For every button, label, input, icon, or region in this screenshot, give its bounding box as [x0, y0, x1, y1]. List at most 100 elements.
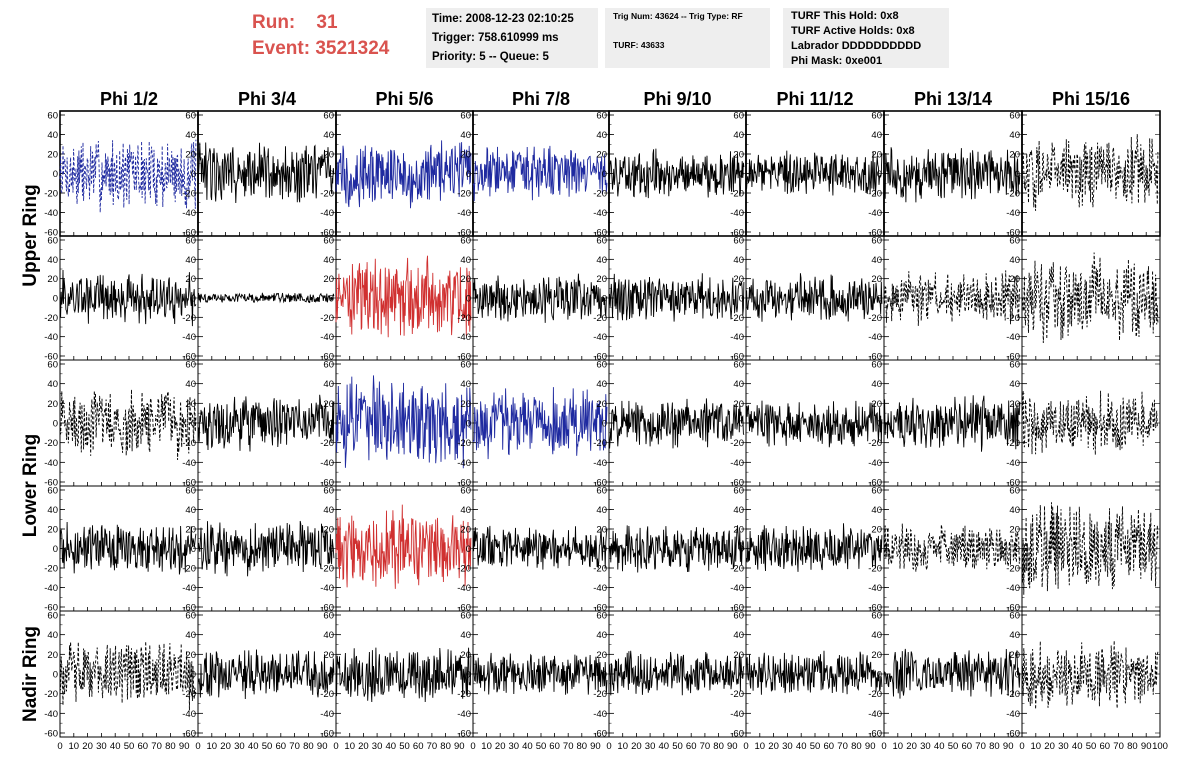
y-tick-label: 20 [596, 650, 607, 661]
x-tick-label: 50 [536, 741, 547, 752]
x-tick-label: 20 [495, 741, 506, 752]
y-tick-label: -40 [44, 583, 58, 594]
y-tick-label: -60 [1006, 729, 1020, 740]
x-tick-label: 10 [207, 741, 218, 752]
y-tick-label: -20 [182, 313, 196, 324]
x-tick-label: 0 [1019, 741, 1024, 752]
y-tick-label: 0 [602, 169, 607, 180]
y-tick-label: 20 [185, 650, 196, 661]
y-tick-label: 40 [323, 379, 334, 390]
x-tick-label: 20 [358, 741, 369, 752]
y-tick-label: -20 [457, 313, 471, 324]
waveform-panel: -60 -40 -20 0 20 40 60 [1006, 485, 1161, 614]
waveform-trace [472, 525, 608, 570]
y-tick-label: 60 [733, 360, 744, 371]
x-tick-label: 60 [138, 741, 149, 752]
y-tick-label: 20 [47, 525, 58, 536]
waveform-panel: -60 -40 -20 0 20 40 60 [182, 485, 337, 614]
waveform-trace [472, 273, 608, 323]
waveform-panel: -60 -40 -20 0 20 40 60 [868, 359, 1023, 489]
y-tick-label: 20 [323, 150, 334, 161]
column-header: Phi 13/14 [914, 89, 992, 109]
y-tick-label: -20 [44, 438, 58, 449]
y-tick-label: 60 [460, 360, 471, 371]
y-tick-label: -20 [44, 313, 58, 324]
y-tick-label: 60 [47, 486, 58, 497]
y-tick-label: -20 [593, 189, 607, 200]
waveform-panel: -60 -40 -20 0 20 40 60 [593, 610, 747, 740]
y-tick-label: 60 [460, 611, 471, 622]
waveform-panel: -60 -40 -20 0 20 40 60 [44, 110, 199, 239]
waveform-panel: -60 -40 -20 0 20 40 60 [182, 110, 337, 239]
y-tick-label: 0 [191, 169, 196, 180]
waveform-panel: -60 -40 -20 0 20 40 60 [457, 359, 610, 489]
waveform-panel: -60 -40 -20 0 20 40 60 [1006, 610, 1161, 740]
y-tick-label: -40 [593, 332, 607, 343]
y-tick-label: 0 [739, 544, 744, 555]
y-tick-label: 40 [871, 379, 882, 390]
y-tick-label: 20 [47, 150, 58, 161]
y-tick-label: -40 [44, 208, 58, 219]
waveform-panel: -60 -40 -20 0 20 40 60 [730, 485, 885, 614]
waveform-trace [883, 648, 1021, 699]
x-tick-label: 70 [151, 741, 162, 752]
y-tick-label: 20 [185, 150, 196, 161]
waveform-trace [335, 255, 472, 338]
waveform-panel: -60 -40 -20 0 20 40 60 [320, 235, 474, 363]
x-tick-label: 70 [700, 741, 711, 752]
x-tick-label: 0 [195, 741, 200, 752]
y-tick-label: 60 [596, 360, 607, 371]
x-tick-label: 40 [248, 741, 259, 752]
waveform-panel: -60 -40 -20 0 20 40 60 [457, 610, 610, 740]
y-tick-label: 60 [871, 236, 882, 247]
y-tick-label: -40 [44, 332, 58, 343]
y-tick-label: 0 [466, 419, 471, 430]
y-tick-label: -60 [1006, 478, 1020, 489]
y-tick-label: 0 [329, 419, 334, 430]
x-tick-label: 90 [317, 741, 328, 752]
y-tick-label: -40 [868, 208, 882, 219]
waveform-trace [1021, 252, 1159, 344]
waveform-trace [883, 147, 1021, 203]
y-tick-label: -20 [457, 689, 471, 700]
y-tick-label: -60 [44, 729, 58, 740]
y-tick-label: 0 [191, 544, 196, 555]
y-tick-label: 0 [602, 294, 607, 305]
y-tick-label: 40 [47, 130, 58, 141]
run-row: Run: 31 [252, 10, 389, 36]
y-tick-label: -40 [457, 583, 471, 594]
x-tick-label: 90 [865, 741, 876, 752]
y-tick-label: -40 [320, 583, 334, 594]
y-tick-label: 0 [466, 544, 471, 555]
waveform-panel: -60 -40 -20 0 20 40 60 [44, 485, 199, 614]
x-tick-label: 80 [577, 741, 588, 752]
y-tick-label: 40 [460, 255, 471, 266]
y-tick-label: -20 [182, 689, 196, 700]
y-tick-label: -40 [593, 583, 607, 594]
waveform-trace [883, 523, 1021, 572]
y-tick-label: -20 [593, 313, 607, 324]
y-tick-label: 60 [871, 111, 882, 122]
run-value: 31 [316, 12, 338, 33]
y-tick-label: 20 [733, 150, 744, 161]
waveform-trace [59, 139, 197, 213]
column-header: Phi 11/12 [776, 89, 853, 109]
y-tick-label: -40 [457, 709, 471, 720]
event-value: 3521324 [315, 38, 390, 59]
y-tick-label: 40 [1009, 505, 1020, 516]
x-tick-label: 0 [57, 741, 62, 752]
y-tick-label: 20 [1009, 650, 1020, 661]
y-tick-label: 40 [596, 379, 607, 390]
y-tick-label: 60 [185, 236, 196, 247]
y-tick-label: 40 [1009, 630, 1020, 641]
x-tick-label: 40 [386, 741, 397, 752]
column-header: Phi 3/4 [238, 89, 296, 109]
y-tick-label: 40 [871, 130, 882, 141]
y-tick-label: -60 [44, 478, 58, 489]
y-tick-label: 0 [877, 169, 882, 180]
trigger-info-box: Trig Num: 43624 -- Trig Type: RF TURF: 4… [605, 8, 770, 68]
waveform-panel: -60 -40 -20 0 20 40 60 [44, 235, 199, 363]
y-tick-label: -60 [457, 478, 471, 489]
y-tick-label: -60 [457, 729, 471, 740]
x-tick-label: 90 [179, 741, 190, 752]
